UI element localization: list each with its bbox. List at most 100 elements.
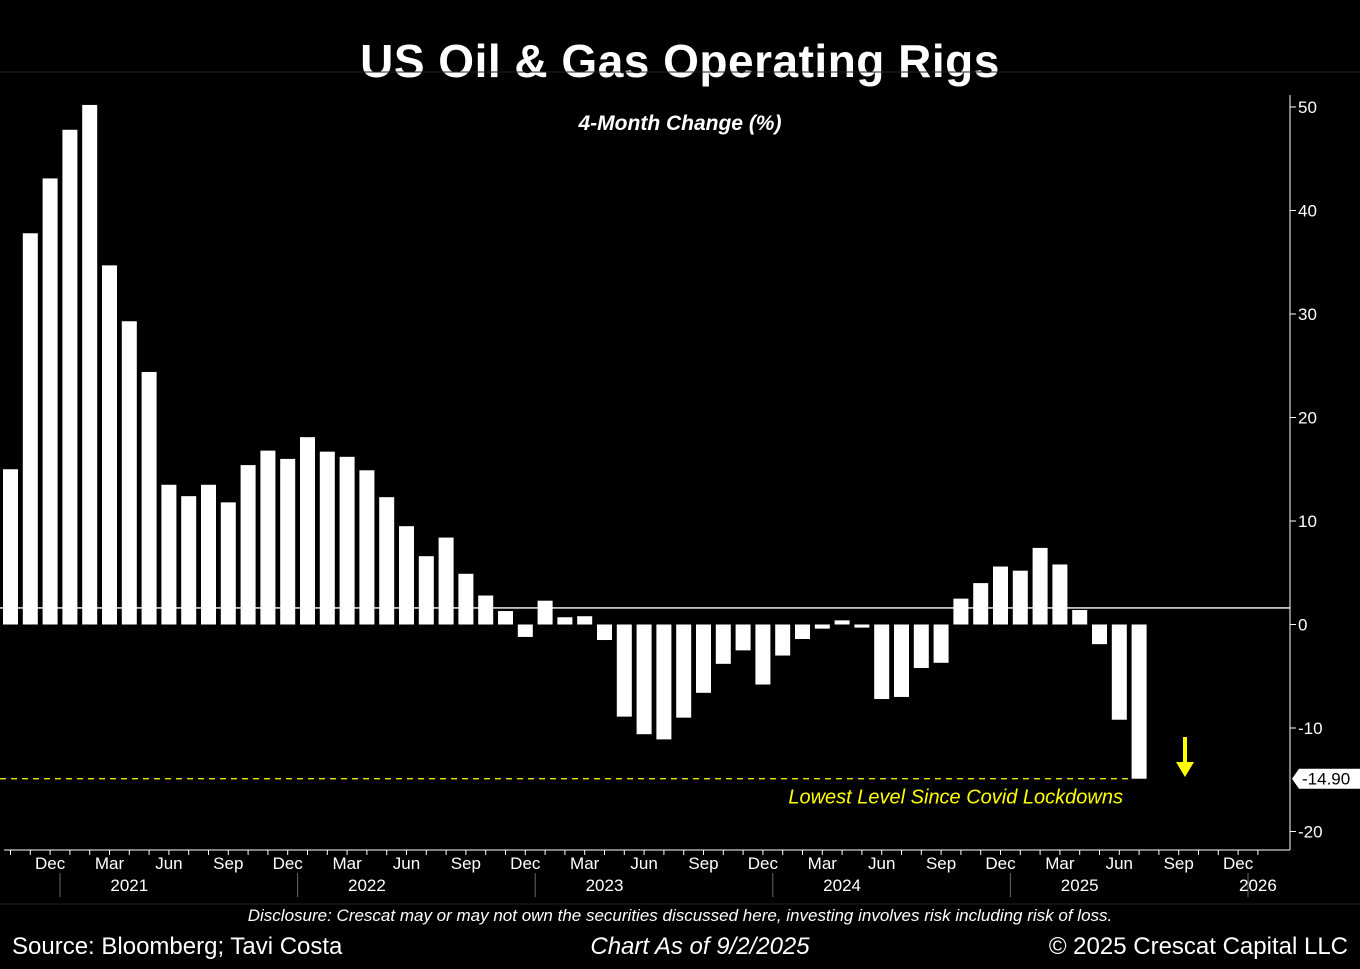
bar <box>973 583 989 625</box>
bar <box>577 616 593 625</box>
bar <box>300 437 315 625</box>
last-value-box <box>1292 768 1360 789</box>
y-tick-label: -10 <box>1298 719 1323 738</box>
x-tick-label: Jun <box>155 854 182 873</box>
x-tick-label: Jun <box>630 854 657 873</box>
year-label: 2021 <box>110 876 148 895</box>
bar <box>953 598 969 625</box>
bar <box>656 624 672 740</box>
x-tick-label: Dec <box>748 854 779 873</box>
bar <box>537 600 553 625</box>
lowest-level-annotation: Lowest Level Since Covid Lockdowns <box>788 787 1123 809</box>
x-tick-label: Sep <box>213 854 243 873</box>
bar <box>1092 624 1107 645</box>
bar <box>795 624 810 639</box>
y-tick-label: 30 <box>1298 305 1317 324</box>
bar <box>161 484 177 625</box>
x-tick-label: Mar <box>332 854 362 873</box>
x-tick-label: Jun <box>1106 854 1133 873</box>
bar <box>121 321 137 625</box>
y-tick-label: 40 <box>1298 202 1317 221</box>
down-arrow-icon <box>1176 737 1194 777</box>
x-tick-label: Jun <box>868 854 895 873</box>
bar <box>1052 564 1068 625</box>
bar <box>676 624 692 718</box>
x-tick-label: Sep <box>688 854 718 873</box>
bar <box>755 624 771 685</box>
bar <box>22 233 38 625</box>
bar <box>379 497 395 625</box>
bar <box>894 624 909 697</box>
source-text: Source: Bloomberg; Tavi Costa <box>12 933 343 960</box>
bar <box>1032 547 1048 625</box>
x-tick-label: Jun <box>393 854 420 873</box>
year-label: 2023 <box>586 876 624 895</box>
bar <box>141 371 157 625</box>
bar <box>181 496 197 625</box>
bar <box>220 502 236 625</box>
x-tick-label: Mar <box>95 854 125 873</box>
bar <box>102 265 117 625</box>
bar <box>517 624 533 637</box>
bar <box>775 624 791 656</box>
bar <box>42 178 58 625</box>
x-axis: Dec Mar Jun Sep Dec Mar Jun Sep Dec Mar Jun Sep Dec M… <box>10 850 1277 897</box>
bar <box>1072 610 1088 625</box>
last-value-label: -14.90 <box>1302 770 1350 789</box>
x-tick-label: Dec <box>273 854 304 873</box>
chart-as-of-text: Chart As of 9/2/2025 <box>590 933 810 960</box>
year-label: 2026 <box>1239 876 1277 895</box>
down-arrow-head <box>1176 762 1194 777</box>
bar <box>854 624 870 628</box>
x-tick-label: Dec <box>985 854 1016 873</box>
bar <box>1111 624 1127 720</box>
bar <box>359 470 375 625</box>
bar <box>1012 570 1028 625</box>
x-tick-label: Mar <box>808 854 838 873</box>
x-tick-label: Dec <box>1223 854 1254 873</box>
x-tick-label: Mar <box>1045 854 1075 873</box>
annotation-layer: Lowest Level Since Covid Lockdowns <box>0 737 1194 809</box>
disclosure-text: Disclosure: Crescat may or may not own t… <box>247 906 1113 925</box>
y-tick-label: 10 <box>1298 512 1317 531</box>
bar <box>636 624 652 735</box>
bar <box>201 484 216 625</box>
bar <box>3 469 18 625</box>
last-value-callout: -14.90 <box>1292 768 1360 789</box>
bar <box>478 595 494 625</box>
bar <box>62 129 78 625</box>
bar <box>834 620 850 625</box>
y-axis: 50 40 30 20 10 0 -10 -20 -14.90 <box>1290 98 1360 842</box>
bar <box>240 465 256 625</box>
bar <box>458 573 474 625</box>
x-tick-label: Dec <box>35 854 66 873</box>
bar <box>696 624 711 693</box>
bar <box>557 617 573 625</box>
bar <box>339 456 355 625</box>
bar <box>993 566 1008 625</box>
y-tick-label: 50 <box>1298 98 1317 117</box>
bar <box>715 624 731 664</box>
bar <box>418 556 434 625</box>
y-tick-label: 20 <box>1298 409 1317 428</box>
bar <box>319 451 335 625</box>
copyright-text: © 2025 Crescat Capital LLC <box>1048 933 1348 960</box>
bar <box>438 537 454 625</box>
bar <box>280 458 296 625</box>
y-tick-label: -20 <box>1298 823 1323 842</box>
chart-title: US Oil & Gas Operating Rigs <box>360 35 1000 87</box>
bar <box>82 104 98 625</box>
bar-series <box>3 104 1147 779</box>
bar <box>874 624 890 700</box>
x-tick-label: Dec <box>510 854 541 873</box>
bar <box>913 624 929 668</box>
chart-subtitle: 4-Month Change (%) <box>578 112 782 135</box>
bar <box>597 624 612 641</box>
x-tick-label: Sep <box>451 854 481 873</box>
bar <box>735 624 751 651</box>
x-tick-label: Mar <box>570 854 600 873</box>
year-label: 2025 <box>1061 876 1099 895</box>
year-label: 2022 <box>348 876 386 895</box>
bar <box>498 611 513 625</box>
